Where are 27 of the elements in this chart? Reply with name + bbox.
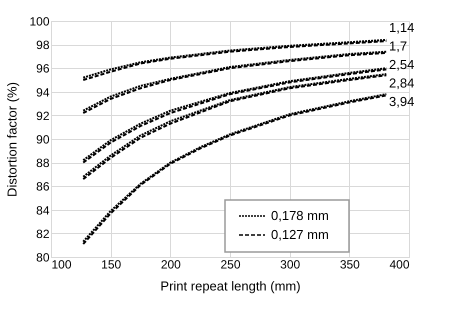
y-axis-title: Distortion factor (%) [4,82,20,197]
y-tick-label: 100 [29,14,50,28]
annotation: 2,84 [389,76,414,90]
y-tick-label: 88 [36,156,50,170]
y-tick-label: 96 [36,62,50,76]
legend-label: 0,127 mm [271,227,329,242]
y-tick-label: 82 [36,226,50,241]
x-tick-label: 250 [220,258,241,272]
y-tick-label: 92 [36,108,50,123]
x-tick-label: 200 [160,258,182,272]
y-tick-label: 86 [36,180,50,194]
annotation: 3,94 [389,94,414,109]
annotation: 1,7 [389,38,408,54]
legend-label: 0,178 mm [271,208,329,223]
x-tick-label: 400 [389,258,410,272]
x-tick-label: 150 [101,258,122,272]
y-tick-label: 90 [36,132,50,146]
x-tick-label: 350 [340,258,360,272]
x-axis-title: Print repeat length (mm) [160,278,301,294]
annotation: 2,54 [389,57,414,72]
y-tick-label: 94 [36,85,50,100]
x-tick-label: 100 [52,258,72,272]
y-tick-label: 98 [36,38,50,52]
y-tick-label: 84 [36,203,50,218]
x-tick-label: 300 [280,258,300,272]
annotation: 1,14 [389,20,414,35]
y-tick-label: 80 [36,250,50,264]
